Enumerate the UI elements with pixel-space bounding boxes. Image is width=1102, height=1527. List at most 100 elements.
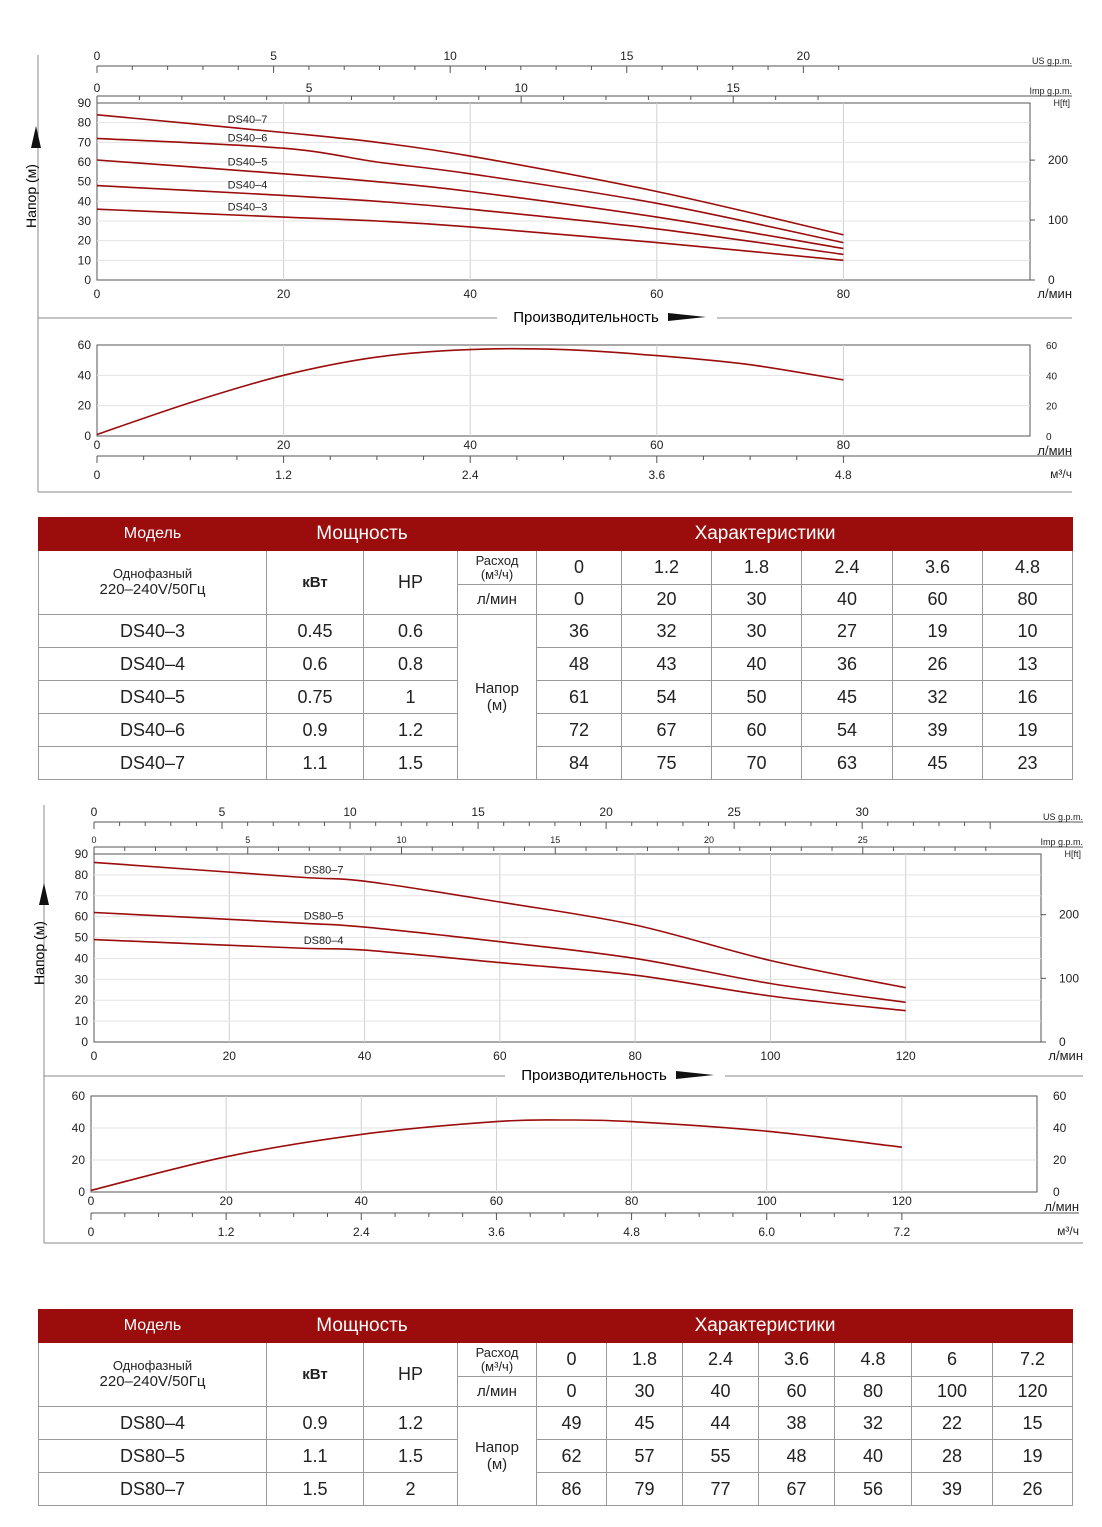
imp-tick-label: 10 (514, 81, 528, 95)
y-tick-label: 40 (78, 194, 92, 208)
kw-unit: кВт (266, 550, 364, 615)
head-cell: 79 (606, 1472, 683, 1506)
us-unit-label: US g.p.m. (1043, 812, 1083, 822)
voltage-label: 220–240V/50Гц (99, 1373, 206, 1390)
ds40-x-axis-label: Производительность (513, 309, 659, 326)
head-cell: 45 (801, 680, 893, 714)
ds80-y-arrow-icon (39, 883, 49, 905)
table-row: DS40–7 1.1 1.5 84 75 70 63 45 23 (38, 746, 1074, 780)
imp-tick-label: 0 (91, 835, 96, 845)
model-cell: DS40–7 (38, 746, 267, 780)
head-cell: 67 (758, 1472, 835, 1506)
head-cell: 26 (991, 1472, 1074, 1506)
y-tick-label: 80 (78, 116, 92, 130)
flow-lpm-value: 0 (536, 1376, 607, 1407)
flow-m3-value: 4.8 (834, 1342, 912, 1377)
head-cell: 61 (536, 680, 622, 714)
flow-lpm-value: 30 (711, 584, 802, 615)
x-tick-label: 0 (88, 1194, 95, 1208)
y-tick-label: 40 (72, 1121, 86, 1135)
hp-cell: 1.2 (363, 713, 458, 747)
y-tick-label: 60 (75, 910, 89, 924)
m3h-tick-label: 3.6 (488, 1225, 505, 1239)
hp-cell: 2 (363, 1472, 458, 1506)
x-unit-label: л/мин (1048, 1048, 1083, 1063)
imp-tick-label: 5 (245, 835, 250, 845)
kw-cell: 0.6 (266, 647, 364, 681)
us-unit-label: US g.p.m. (1032, 56, 1072, 66)
hp-cell: 1.2 (363, 1406, 458, 1440)
right-tick-label: 200 (1048, 153, 1068, 167)
m3h-tick-label: 2.4 (462, 468, 479, 482)
m3h-tick-label: 1.2 (218, 1225, 235, 1239)
flow-m3-value: 1.2 (621, 550, 712, 585)
right-tick-label: 40 (1046, 371, 1058, 382)
m3h-tick-label: 3.6 (648, 468, 665, 482)
us-tick-label: 10 (343, 805, 357, 819)
flow-m3-label: Расход (м³/ч) (457, 550, 537, 585)
x-tick-label: 80 (625, 1194, 639, 1208)
series-label: DS40–5 (228, 157, 268, 169)
eff-frame (90, 1095, 1038, 1193)
hp-unit: HP (363, 550, 458, 615)
ds80-x-arrow-icon (676, 1071, 714, 1079)
y-tick-label: 20 (75, 993, 89, 1007)
flow-lpm-label: л/мин (457, 584, 537, 615)
flow-m3-value: 2.4 (801, 550, 893, 585)
head-cell: 30 (711, 614, 802, 648)
hp-cell: 0.6 (363, 614, 458, 648)
imp-unit-label: Imp g.p.m. (1040, 837, 1083, 847)
head-cell: 63 (801, 746, 893, 780)
us-tick-label: 0 (91, 805, 98, 819)
flow-m3-value: 1.8 (606, 1342, 683, 1377)
head-cell: 60 (711, 713, 802, 747)
flow-m3-value: 3.6 (892, 550, 983, 585)
y-tick-label: 90 (78, 96, 92, 110)
y-tick-label: 20 (72, 1153, 86, 1167)
series-label: DS40–6 (228, 132, 268, 144)
kw-cell: 1.1 (266, 746, 364, 780)
imp-tick-label: 20 (704, 835, 714, 845)
x-tick-label: 120 (892, 1194, 912, 1208)
flow-lpm-value: 80 (981, 584, 1074, 615)
series-label: DS80–5 (304, 910, 344, 922)
head-cell: 84 (536, 746, 622, 780)
model-header: Модель (38, 1309, 267, 1343)
right-tick-label: 60 (1046, 341, 1058, 352)
head-cell: 23 (981, 746, 1074, 780)
kw-cell: 1.1 (266, 1439, 364, 1473)
head-cell: 19 (892, 614, 983, 648)
right-tick-label: 100 (1048, 213, 1068, 227)
y-tick-label: 40 (78, 368, 92, 382)
x-tick-label: 40 (355, 1194, 369, 1208)
us-tick-label: 20 (797, 49, 811, 63)
table-row: DS80–7 1.5 2 86 79 77 67 56 39 26 (38, 1472, 1074, 1506)
right-tick-label: 20 (1046, 402, 1058, 413)
plot-frame (93, 853, 1042, 1043)
power-header: Мощность (266, 517, 458, 551)
y-tick-label: 20 (78, 399, 92, 413)
right-tick-label: 100 (1059, 971, 1079, 985)
head-cell: 44 (682, 1406, 759, 1440)
model-cell: DS80–7 (38, 1472, 267, 1506)
head-cell: 48 (758, 1439, 835, 1473)
right-tick-label: 40 (1053, 1121, 1067, 1135)
right-tick-label: 200 (1059, 908, 1079, 922)
flow-m3-value: 0 (536, 550, 622, 585)
y-tick-label: 70 (78, 135, 92, 149)
x-tick-label: 100 (760, 1049, 780, 1063)
ds80-x-axis-label: Производительность (521, 1067, 667, 1084)
y-tick-label: 60 (72, 1089, 86, 1103)
imp-tick-label: 10 (397, 835, 407, 845)
head-cell: 13 (981, 647, 1074, 681)
y-tick-label: 10 (78, 253, 92, 267)
y-tick-label: 80 (75, 868, 89, 882)
right-unit-label: H[ft] (1053, 98, 1070, 108)
head-cell: 72 (536, 713, 622, 747)
x-tick-label: 80 (837, 287, 851, 301)
right-tick-label: 60 (1053, 1089, 1067, 1103)
head-cell: 16 (981, 680, 1074, 714)
head-cell: 49 (536, 1406, 607, 1440)
table-row: DS40–4 0.6 0.8 48 43 40 36 26 13 (38, 647, 1074, 681)
curve-ds80-5 (93, 911, 906, 1004)
